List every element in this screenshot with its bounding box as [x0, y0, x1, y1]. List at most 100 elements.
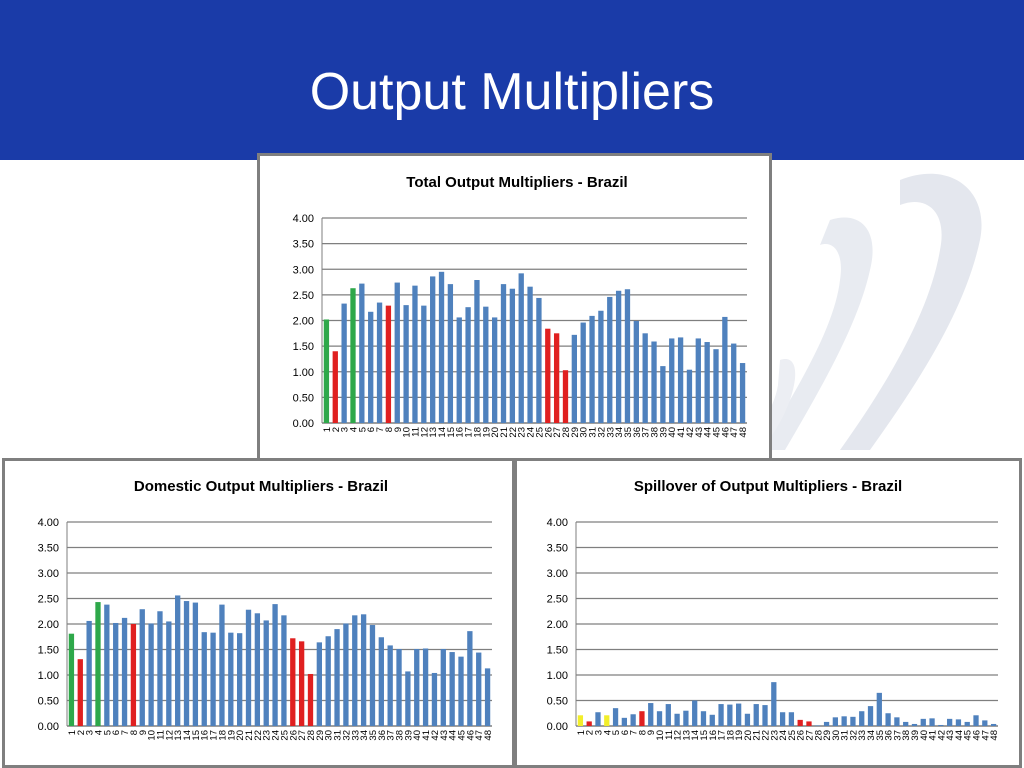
bar: [850, 716, 856, 726]
bar: [683, 710, 689, 726]
x-tick-label: 15: [446, 427, 457, 438]
y-tick-label: 2.00: [38, 619, 59, 631]
bar: [431, 672, 438, 726]
bar: [651, 341, 657, 423]
x-tick-label: 7: [120, 730, 131, 735]
x-tick-label: 30: [579, 427, 590, 438]
x-tick-label: 32: [848, 730, 859, 741]
x-tick-label: 35: [623, 427, 634, 438]
x-tick-label: 8: [129, 730, 140, 735]
x-tick-label: 20: [490, 427, 501, 438]
x-tick-label: 47: [980, 730, 991, 741]
bar: [823, 721, 830, 726]
x-tick-label: 9: [138, 730, 149, 735]
x-tick-label: 16: [200, 730, 211, 741]
x-tick-label: 14: [690, 730, 701, 741]
bar: [598, 310, 604, 423]
bar: [580, 322, 586, 423]
spillover-output-chart: Spillover of Output Multipliers - Brazil…: [547, 478, 1001, 741]
bar: [771, 682, 777, 726]
bar: [815, 725, 821, 726]
bar: [604, 715, 610, 726]
bar: [343, 623, 349, 726]
x-tick-label: 3: [340, 427, 351, 432]
x-tick-label: 7: [375, 427, 386, 432]
bar: [412, 285, 418, 423]
x-tick-label: 5: [357, 427, 368, 432]
x-tick-label: 44: [954, 730, 965, 741]
x-tick-label: 43: [439, 730, 450, 741]
x-tick-label: 19: [226, 730, 237, 741]
x-tick-label: 45: [963, 730, 974, 741]
x-tick-label: 48: [989, 730, 1000, 741]
x-tick-label: 24: [778, 730, 789, 741]
bar: [973, 715, 979, 726]
x-tick-label: 6: [366, 427, 377, 432]
y-tick-label: 3.00: [547, 568, 568, 580]
bar: [403, 305, 409, 423]
x-tick-label: 6: [620, 730, 631, 735]
bar: [722, 316, 728, 423]
x-tick-label: 25: [279, 730, 290, 741]
bar: [334, 629, 340, 726]
x-tick-label: 2: [76, 730, 87, 735]
bar: [104, 604, 110, 726]
x-tick-label: 18: [217, 730, 228, 741]
x-tick-label: 24: [271, 730, 282, 741]
y-tick-label: 1.00: [293, 367, 314, 379]
x-tick-label: 22: [761, 730, 772, 741]
x-tick-label: 36: [632, 427, 643, 438]
bar: [731, 343, 737, 423]
y-tick-label: 0.50: [547, 696, 568, 708]
bar: [405, 671, 411, 726]
bar: [298, 641, 305, 726]
y-tick-label: 3.00: [38, 568, 59, 580]
x-tick-label: 5: [102, 730, 113, 735]
bar: [577, 715, 584, 726]
x-tick-label: 27: [297, 730, 308, 741]
bar: [183, 601, 190, 726]
x-tick-label: 28: [306, 730, 317, 741]
bar: [467, 631, 473, 726]
x-tick-label: 41: [928, 730, 939, 741]
bar: [894, 717, 900, 726]
x-tick-label: 13: [681, 730, 692, 741]
x-tick-label: 41: [676, 427, 687, 438]
x-tick-label: 3: [85, 730, 96, 735]
bar: [630, 714, 636, 726]
x-tick-label: 12: [164, 730, 175, 741]
bar: [832, 717, 838, 726]
x-tick-label: 2: [331, 427, 342, 432]
x-tick-label: 26: [796, 730, 807, 741]
x-tick-label: 4: [93, 730, 104, 735]
bar: [841, 716, 847, 726]
bar: [859, 711, 865, 726]
x-tick-label: 11: [410, 427, 421, 437]
x-tick-label: 12: [673, 730, 684, 741]
bar: [394, 282, 400, 423]
bar: [929, 718, 935, 726]
x-tick-label: 14: [182, 730, 193, 741]
bar: [360, 614, 367, 726]
x-tick-label: 4: [348, 427, 359, 432]
bar: [621, 717, 627, 726]
bar: [263, 620, 269, 726]
y-tick-label: 4.00: [293, 213, 314, 225]
bar: [527, 286, 533, 423]
bar: [639, 711, 645, 726]
x-tick-label: 10: [402, 427, 413, 438]
x-tick-label: 43: [945, 730, 956, 741]
bar: [692, 700, 698, 726]
bar: [369, 625, 376, 726]
x-tick-label: 17: [717, 730, 728, 741]
bar: [779, 712, 786, 726]
bar: [920, 718, 926, 726]
x-tick-label: 37: [641, 427, 652, 438]
bar: [595, 712, 601, 726]
x-tick-label: 30: [831, 730, 842, 741]
bar: [669, 338, 675, 423]
bar: [586, 721, 592, 726]
bar: [713, 349, 719, 423]
x-tick-label: 42: [430, 730, 441, 741]
x-tick-label: 26: [543, 427, 554, 438]
